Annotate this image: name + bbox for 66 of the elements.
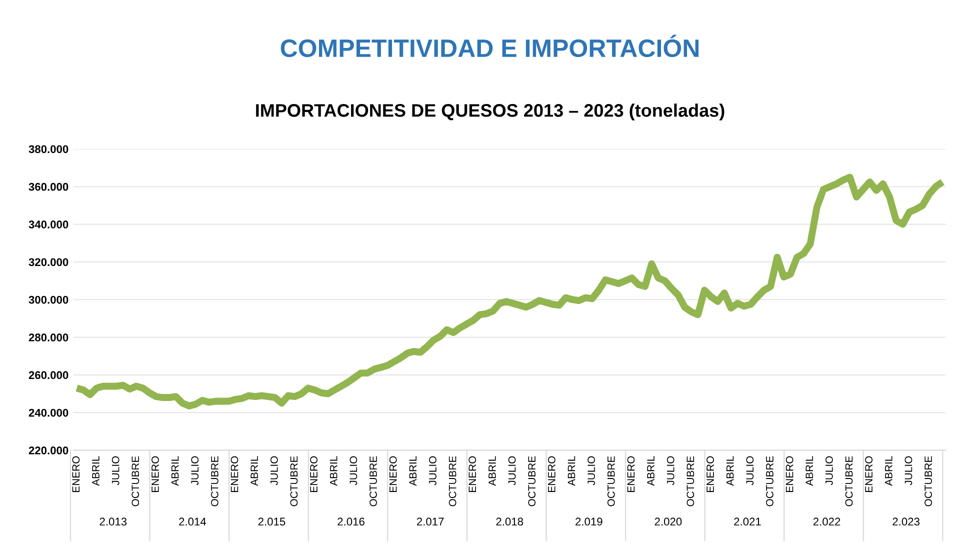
text: 2.013 [100, 518, 127, 526]
text: 2.017 [416, 518, 444, 526]
x-tick-label: ENERO [706, 456, 714, 492]
x-tick-label: JULIO [350, 456, 358, 486]
text: 2.016 [338, 518, 364, 526]
x-tick-label: OCTUBRE [686, 456, 694, 506]
y-tick-label: 280.000 [28, 334, 68, 342]
x-tick-label: ABRIL [806, 456, 813, 486]
x-tick-label: ENERO [72, 456, 80, 492]
x-tick-label: ENERO [389, 456, 397, 492]
text: 2.023 [892, 518, 920, 526]
x-tick-label: ENERO [230, 456, 238, 492]
y-tick-label: 220.000 [28, 446, 68, 454]
x-tick-label: ABRIL [647, 456, 654, 486]
x-tick-label: OCTUBRE [607, 456, 615, 506]
x-tick-label: OCTUBRE [132, 456, 140, 506]
text: 2.019 [576, 518, 602, 526]
x-tick-label: ENERO [152, 456, 159, 492]
x-tick-label: OCTUBRE [845, 456, 853, 506]
x-tick-label: JULIO [746, 456, 754, 486]
x-tick-label: JULIO [904, 456, 912, 486]
x-tick-label: ENERO [627, 456, 635, 492]
chart-subtitle: IMPORTACIONES DE QUESOS 2013 – 2023 (toneladas) [256, 104, 724, 120]
y-tick-label: 300.000 [28, 296, 68, 304]
text: 2.021 [734, 518, 761, 526]
x-tick-label: OCTUBRE [528, 456, 536, 506]
x-tick-label: JULIO [191, 456, 199, 486]
x-tick-label: OCTUBRE [924, 456, 932, 506]
x-tick-label: OCTUBRE [290, 456, 298, 506]
x-tick-label: ABRIL [885, 456, 892, 486]
x-tick-label: ABRIL [171, 456, 179, 486]
text: 2.018 [496, 518, 524, 526]
text: 2.020 [654, 518, 682, 526]
x-tick-label: ABRIL [726, 456, 734, 486]
x-tick-label: OCTUBRE [766, 456, 774, 506]
x-tick-label: ABRIL [330, 456, 338, 486]
chart-title: COMPETITIVIDAD E IMPORTACIÓN [280, 34, 699, 58]
text: 2.022 [813, 518, 840, 526]
x-tick-label: OCTUBRE [448, 456, 456, 506]
x-tick-label: JULIO [508, 456, 516, 486]
x-tick-label: JULIO [429, 456, 436, 486]
x-tick-label: ENERO [865, 456, 873, 492]
x-tick-label: JULIO [825, 456, 833, 486]
x-tick-label: JULIO [270, 456, 278, 486]
x-tick-label: JULIO [666, 456, 674, 486]
x-tick-label: ENERO [548, 456, 556, 492]
text: 2.014 [179, 518, 206, 526]
y-tick-label: 320.000 [28, 258, 68, 266]
x-tick-label: ABRIL [488, 456, 496, 486]
x-tick-label: ENERO [468, 456, 476, 492]
text: 2.015 [258, 518, 286, 526]
x-tick-label: JULIO [588, 456, 595, 486]
y-tick-label: 360.000 [28, 182, 68, 191]
y-tick-label: 340.000 [28, 220, 68, 228]
x-tick-label: OCTUBRE [370, 456, 377, 506]
x-tick-label: ABRIL [568, 456, 576, 486]
x-tick-label: ENERO [786, 456, 794, 492]
y-tick-label: 260.000 [28, 371, 68, 380]
x-tick-label: JULIO [112, 456, 120, 486]
x-tick-label: OCTUBRE [210, 456, 218, 506]
y-tick-label: 240.000 [28, 408, 68, 417]
x-tick-label: ABRIL [92, 456, 100, 486]
x-tick-label: ABRIL [250, 456, 258, 486]
x-tick-label: ABRIL [409, 456, 416, 486]
x-tick-label: ENERO [310, 456, 318, 492]
y-tick-label: 380.000 [28, 145, 68, 154]
